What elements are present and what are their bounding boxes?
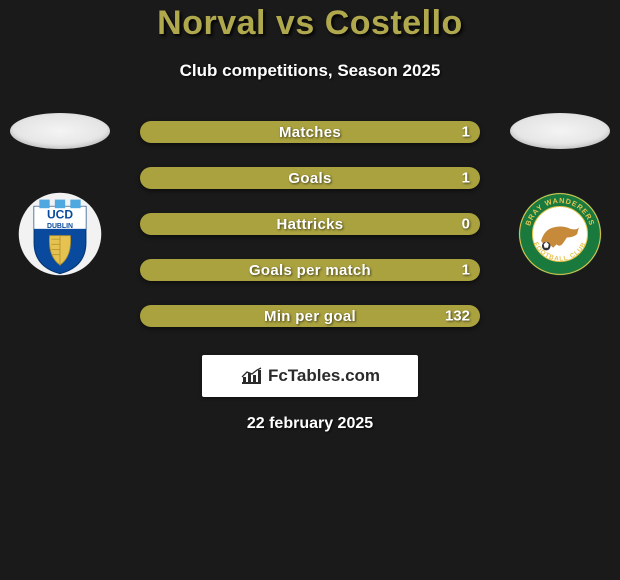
stat-label: Min per goal — [264, 308, 356, 325]
bray-wanderers-icon: BRAY WANDERERS FOOTBALL CLUB — [510, 191, 610, 277]
stat-rows: Matches 1 Goals 1 Hattricks 0 Goals per … — [140, 121, 480, 327]
right-player-column: BRAY WANDERERS FOOTBALL CLUB — [500, 113, 620, 277]
brand-text: FcTables.com — [268, 366, 380, 386]
page-title: Norval vs Costello — [0, 4, 620, 43]
brand-link[interactable]: FcTables.com — [202, 355, 418, 397]
right-club-logo: BRAY WANDERERS FOOTBALL CLUB — [510, 191, 610, 277]
stat-right-value: 132 — [445, 308, 470, 325]
stat-right-value: 1 — [462, 124, 470, 141]
stat-right-value: 1 — [462, 262, 470, 279]
comparison-card: Norval vs Costello Club competitions, Se… — [0, 0, 620, 433]
left-player-photo — [10, 113, 110, 149]
svg-text:DUBLIN: DUBLIN — [47, 223, 73, 230]
stat-label: Matches — [279, 124, 341, 141]
stat-right-value: 1 — [462, 170, 470, 187]
left-player-column: UCD DUBLIN — [0, 113, 120, 277]
ucd-shield-icon: UCD DUBLIN — [10, 191, 110, 277]
right-player-photo — [510, 113, 610, 149]
left-club-logo: UCD DUBLIN — [10, 191, 110, 277]
svg-text:UCD: UCD — [47, 208, 73, 222]
stat-label: Goals per match — [249, 262, 371, 279]
comparison-area: UCD DUBLIN — [0, 121, 620, 327]
stat-row-hattricks: Hattricks 0 — [140, 213, 480, 235]
stat-label: Hattricks — [277, 216, 344, 233]
date-text: 22 february 2025 — [0, 415, 620, 433]
stat-row-min-per-goal: Min per goal 132 — [140, 305, 480, 327]
stat-row-goals-per-match: Goals per match 1 — [140, 259, 480, 281]
stat-right-value: 0 — [462, 216, 470, 233]
stat-row-goals: Goals 1 — [140, 167, 480, 189]
subtitle: Club competitions, Season 2025 — [0, 61, 620, 81]
stat-row-matches: Matches 1 — [140, 121, 480, 143]
stat-label: Goals — [288, 170, 331, 187]
bar-chart-icon — [240, 367, 262, 385]
